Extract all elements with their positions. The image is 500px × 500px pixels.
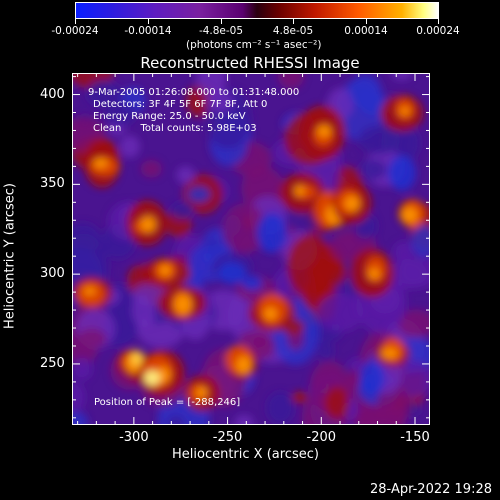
y-tick-label: 400: [40, 86, 65, 102]
emission-map: [72, 73, 430, 425]
emission-blob: [196, 73, 227, 97]
emission-blob: [368, 268, 380, 280]
emission-blob: [86, 80, 122, 108]
emission-blob: [222, 203, 267, 254]
colorbar-tick: [366, 19, 367, 24]
emission-blob: [77, 328, 107, 349]
emission-blob: [317, 124, 332, 137]
emission-blob: [144, 370, 160, 386]
emission-blob: [344, 195, 360, 212]
emission-blob: [324, 386, 349, 420]
emission-blob: [170, 201, 194, 220]
emission-blob: [388, 258, 428, 290]
x-tick-label: -300: [119, 430, 149, 445]
colorbar: [75, 2, 439, 19]
peak-position-text: Position of Peak = [-288,246]: [94, 397, 241, 408]
emission-blob: [411, 224, 430, 258]
emission-blob: [264, 307, 277, 321]
emission-blob: [393, 241, 414, 264]
method-counts-text: Clean Total counts: 5.98E+03: [93, 123, 257, 134]
emission-blob: [241, 275, 263, 291]
emission-blob: [397, 309, 430, 338]
colorbar-tick: [148, 19, 149, 24]
emission-blob: [317, 293, 365, 332]
emission-blob: [287, 234, 335, 298]
image-title: Reconstructed RHESSI Image: [140, 54, 360, 72]
emission-blob: [174, 294, 192, 315]
emission-blob: [140, 159, 162, 178]
axis-ticks: [72, 73, 430, 425]
emission-blob: [380, 348, 399, 359]
emission-blob: [349, 73, 382, 110]
timestamp: 28-Apr-2022 19:28: [370, 482, 492, 497]
y-tick-label: 350: [40, 176, 65, 192]
emission-blob: [131, 350, 143, 366]
emission-blob: [388, 155, 416, 191]
emission-blob: [83, 287, 96, 295]
time-range-text: 9-Mar-2005 01:26:08.000 to 01:31:48.000: [88, 87, 300, 98]
energy-range-text: Energy Range: 25.0 - 50.0 keV: [93, 111, 246, 122]
emission-blob: [359, 159, 387, 180]
emission-blob: [359, 361, 385, 395]
emission-blob: [196, 386, 208, 398]
emission-blob: [291, 391, 309, 404]
emission-blob: [294, 185, 305, 197]
emission-blob: [159, 264, 171, 276]
colorbar-tick: [293, 19, 294, 24]
colorbar-tick: [438, 19, 439, 24]
emission-blob: [105, 101, 136, 127]
emission-blob: [156, 366, 171, 384]
emission-blob: [252, 333, 275, 360]
colorbar-units: (photons cm⁻² s⁻¹ asec⁻²): [186, 39, 322, 51]
emission-blob: [72, 411, 88, 425]
emission-blob: [119, 135, 140, 158]
emission-blob: [176, 166, 195, 184]
emission-blob: [72, 381, 86, 413]
emission-blob: [218, 261, 246, 285]
emission-blob: [234, 414, 254, 425]
emission-blob: [348, 358, 366, 372]
colorbar-tick-label: -0.00024: [51, 25, 99, 37]
colorbar-tick-label: -4.8e-05: [198, 25, 244, 37]
emission-blob: [140, 215, 157, 233]
y-axis-label: Heliocentric Y (arcsec): [2, 183, 18, 329]
x-axis-label: Heliocentric X (arcsec): [172, 447, 319, 462]
emission-blob: [277, 73, 305, 90]
emission-blob: [187, 186, 211, 203]
colorbar-tick-label: 0.00024: [416, 25, 460, 37]
emission-blob: [317, 342, 334, 361]
detectors-text: Detectors: 3F 4F 5F 6F 7F 8F, Att 0: [93, 99, 268, 110]
emission-blob: [72, 357, 93, 381]
x-tick-label: -200: [306, 430, 337, 445]
emission-blob: [236, 355, 252, 375]
plot-area: 9-Mar-2005 01:26:08.000 to 01:31:48.000 …: [72, 73, 430, 425]
y-tick-label: 250: [40, 355, 65, 371]
rhessi-image: [72, 73, 430, 425]
emission-blob: [93, 158, 108, 169]
emission-blob: [266, 391, 294, 424]
plot-frame: [72, 73, 430, 425]
emission-blob: [358, 125, 401, 155]
emission-blob: [256, 213, 288, 253]
colorbar-tick-label: 4.8e-05: [272, 25, 314, 37]
colorbar-tick: [75, 19, 76, 24]
x-tick-label: -150: [400, 430, 430, 445]
colorbar-tick: [221, 19, 222, 24]
emission-blob: [400, 206, 418, 224]
colorbar-tick-label: -0.00014: [124, 25, 172, 37]
x-tick-label: -250: [212, 430, 243, 445]
colorbar-tick-label: 0.00014: [344, 25, 388, 37]
y-tick-label: 300: [40, 266, 65, 282]
emission-blob: [399, 107, 410, 116]
